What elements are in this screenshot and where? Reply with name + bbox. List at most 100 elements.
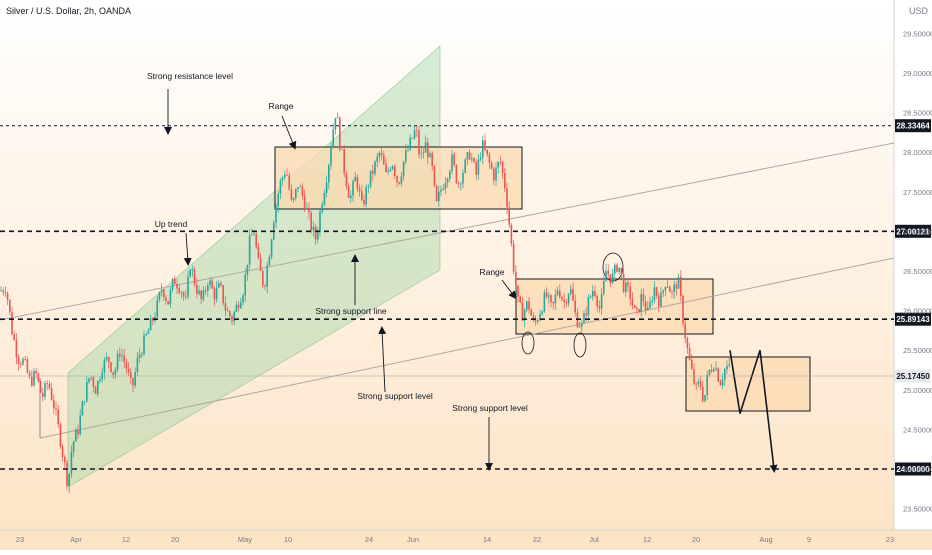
candle bbox=[132, 377, 134, 393]
candle bbox=[24, 355, 26, 361]
candle bbox=[598, 300, 601, 313]
candle bbox=[688, 342, 691, 361]
candle bbox=[680, 270, 682, 302]
x-tick-label: 20 bbox=[171, 535, 179, 544]
x-tick-label: 23 bbox=[16, 535, 24, 544]
candle bbox=[15, 333, 18, 365]
candle-body bbox=[435, 185, 438, 201]
candle-body bbox=[682, 296, 684, 324]
annotation-label[interactable]: Up trend bbox=[155, 219, 188, 229]
candle-body bbox=[638, 309, 640, 313]
candle bbox=[457, 181, 460, 188]
candle-body bbox=[664, 286, 667, 291]
candle bbox=[543, 289, 546, 313]
candle bbox=[33, 367, 35, 388]
candle bbox=[372, 164, 374, 181]
candle-body bbox=[609, 274, 612, 283]
candle-body bbox=[215, 287, 218, 300]
candle-body bbox=[347, 186, 350, 199]
range-box-2[interactable] bbox=[515, 278, 714, 335]
candle-body bbox=[92, 377, 95, 387]
candle bbox=[565, 299, 568, 308]
annotation-label[interactable]: Range bbox=[479, 267, 504, 277]
candle bbox=[431, 151, 433, 171]
range-box-3[interactable] bbox=[685, 356, 811, 412]
time-axis[interactable]: 23 Apr 12 20 May 10 24 Jun 14 22 Jul 12 20 Aug 9 23 bbox=[16, 535, 894, 544]
candle-body bbox=[728, 364, 730, 366]
candle bbox=[418, 126, 420, 159]
candle bbox=[446, 177, 449, 188]
candle bbox=[444, 176, 447, 194]
candle bbox=[11, 307, 13, 336]
candle bbox=[504, 167, 506, 193]
candle-body bbox=[686, 338, 689, 349]
candle-body bbox=[552, 302, 554, 304]
candle-body bbox=[259, 258, 262, 271]
candle-body bbox=[77, 429, 79, 435]
candle-body bbox=[97, 380, 99, 394]
candle-body bbox=[251, 234, 253, 236]
candle bbox=[724, 367, 726, 387]
candle-body bbox=[640, 294, 642, 313]
y-tick-label: 26.00000 bbox=[903, 307, 932, 316]
candle bbox=[211, 278, 213, 290]
candle bbox=[482, 135, 484, 165]
candle bbox=[178, 284, 180, 295]
annotation-label[interactable]: Strong support level bbox=[357, 391, 433, 401]
candle-body bbox=[534, 320, 537, 322]
candle bbox=[684, 317, 686, 344]
candle bbox=[149, 314, 152, 331]
candle bbox=[488, 152, 491, 169]
candle-body bbox=[431, 153, 433, 166]
candle-body bbox=[677, 276, 680, 289]
projection-path[interactable] bbox=[729, 349, 778, 473]
candle-body bbox=[24, 359, 26, 360]
annotation-label[interactable]: Strong support level bbox=[452, 403, 528, 413]
x-tick-label: Jul bbox=[589, 535, 599, 544]
candle-body bbox=[464, 159, 466, 173]
range-box-1[interactable] bbox=[274, 146, 523, 210]
annotation-label[interactable]: Range bbox=[268, 101, 293, 111]
annotation-label[interactable]: Strong resistance level bbox=[147, 71, 233, 81]
candle bbox=[213, 285, 216, 306]
touch-ellipse[interactable] bbox=[573, 332, 587, 358]
candle bbox=[460, 181, 462, 191]
candle bbox=[141, 351, 143, 358]
candle bbox=[121, 349, 123, 362]
candle bbox=[209, 277, 211, 289]
candle-body bbox=[717, 368, 719, 382]
candle-body bbox=[325, 182, 328, 193]
candle bbox=[202, 286, 205, 302]
annotation-label[interactable]: Strong support line bbox=[315, 306, 387, 316]
candle-body bbox=[493, 168, 495, 181]
currency-label[interactable]: USD bbox=[909, 6, 929, 16]
candle-body bbox=[411, 137, 414, 139]
candle-body bbox=[649, 301, 651, 308]
price-axis[interactable]: 23.50000 24.00000 24.50000 25.00000 25.50000… bbox=[903, 29, 932, 513]
candle bbox=[53, 394, 55, 415]
candle-body bbox=[196, 284, 198, 294]
candle bbox=[290, 184, 293, 202]
price-level-label-bg bbox=[895, 312, 931, 326]
candle-body bbox=[556, 290, 559, 295]
drawings-layer bbox=[0, 45, 895, 488]
touch-ellipse[interactable] bbox=[521, 331, 535, 355]
candle-body bbox=[306, 207, 308, 209]
candle bbox=[125, 358, 128, 374]
support-trendline-lower[interactable] bbox=[39, 257, 895, 439]
annotation-arrow bbox=[183, 232, 192, 266]
x-tick-label: 14 bbox=[483, 535, 491, 544]
price-level-label-bg bbox=[895, 369, 931, 383]
candle bbox=[427, 137, 429, 165]
candle bbox=[64, 454, 66, 470]
candle-body bbox=[715, 368, 717, 370]
candle bbox=[275, 204, 277, 229]
candle bbox=[532, 312, 535, 322]
support-trendline-upper[interactable] bbox=[0, 142, 895, 321]
candle-body bbox=[508, 207, 510, 225]
candle-body bbox=[512, 243, 515, 272]
candle-body bbox=[592, 291, 594, 297]
candle-body bbox=[110, 362, 112, 372]
